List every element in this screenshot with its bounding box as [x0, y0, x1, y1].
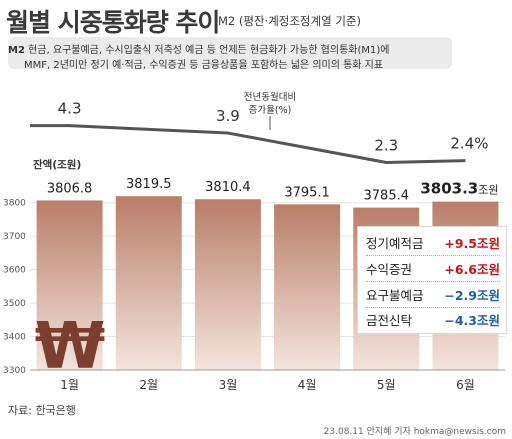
- legend-item: 정기예적금 +9.5조원: [366, 233, 500, 252]
- legend-item: 수익증권 +6.6조원: [366, 259, 500, 278]
- growth-rate-line: [30, 124, 466, 164]
- legend-item-value: +6.6조원: [444, 262, 500, 277]
- legend-item-value: −4.3조원: [444, 313, 500, 328]
- line-value-label: 2.4%: [450, 135, 488, 153]
- x-tick-label: 2월: [139, 378, 158, 392]
- line-value-label: 3.9: [216, 107, 240, 125]
- x-tick-label: 6월: [456, 378, 475, 392]
- legend-item-label: 정기예적금: [366, 236, 424, 251]
- legend-separator: [366, 255, 500, 256]
- source-note: 자료: 한국은행: [8, 404, 76, 417]
- x-tick-label: 5월: [377, 378, 396, 392]
- bar: [36, 200, 103, 370]
- description-lead: M2: [8, 45, 25, 56]
- y-tick-label: 3700: [3, 232, 26, 242]
- legend-item-label: 금전신탁: [366, 313, 413, 328]
- description-box: [8, 37, 452, 69]
- description-line-2: MMF, 2년미만 정기 예·적금, 수익증권 등 금융상품을 포함하는 넓은 …: [24, 60, 384, 71]
- y-axis-label: 잔액(조원): [33, 158, 81, 171]
- bar-value-label: 3819.5: [126, 177, 172, 192]
- legend-item: 요구불예금 −2.9조원: [366, 285, 500, 304]
- legend-item: 금전신탁 −4.3조원: [366, 310, 500, 329]
- bar: [274, 204, 341, 370]
- legend-item-value: −2.9조원: [444, 288, 500, 303]
- y-tick-label: 3600: [3, 266, 26, 276]
- description-text-1: 현금, 요구불예금, 수시입출식 저축성 예금 등 언제든 현금화가 가능한 협…: [28, 45, 390, 56]
- page-title: 월별 시중통화량 추이: [6, 8, 220, 37]
- bar: [115, 196, 182, 370]
- line-value-label: 4.3: [58, 100, 82, 118]
- legend-item-label: 수익증권: [366, 262, 413, 277]
- legend-item-value: +9.5조원: [444, 236, 500, 251]
- line-series-label-2: 증가율(%): [249, 105, 292, 116]
- bar-value-label: 3785.4: [364, 189, 410, 204]
- bar-value-label: 3803.3조원: [420, 180, 498, 198]
- legend-separator: [366, 307, 500, 308]
- line-value-label: 2.3: [374, 136, 398, 154]
- bar-value-label: 3806.8: [47, 181, 93, 196]
- credit-note: 23.08.11 안지혜 기자 hokma@newsis.com: [323, 427, 506, 437]
- y-tick-label: 3800: [3, 199, 26, 209]
- legend-separator: [366, 281, 500, 282]
- bar-value-label: 3795.1: [284, 185, 330, 200]
- page-subtitle: M2 (평잔·계정조정계열 기준): [218, 14, 361, 28]
- x-tick-label: 3월: [219, 378, 238, 392]
- y-tick-label: 3300: [3, 366, 26, 376]
- y-tick-label: 3400: [3, 333, 26, 343]
- x-tick-label: 1월: [60, 378, 79, 392]
- bar: [194, 199, 261, 370]
- legend-item-label: 요구불예금: [366, 288, 424, 303]
- bar-value-label: 3810.4: [205, 180, 251, 195]
- y-tick-label: 3500: [3, 299, 26, 309]
- bar-value-unit: 조원: [478, 184, 498, 197]
- line-series-label: 전년동월대비: [244, 91, 296, 103]
- x-tick-label: 4월: [298, 378, 317, 392]
- won-currency-icon: ₩: [35, 310, 106, 384]
- description-line-1: M2 현금, 요구불예금, 수시입출식 저축성 예금 등 언제든 현금화가 가능…: [8, 41, 389, 56]
